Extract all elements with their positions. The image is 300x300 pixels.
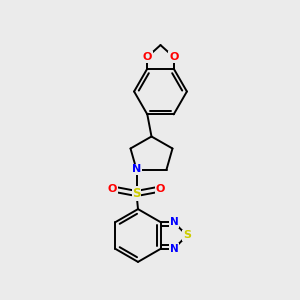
Text: S: S [132,187,141,200]
Text: O: O [156,184,165,194]
Text: O: O [169,52,178,62]
Text: O: O [142,52,152,62]
Text: S: S [132,187,141,200]
Text: O: O [108,184,117,194]
Text: S: S [183,230,191,241]
Text: N: N [132,164,141,175]
Text: N: N [169,244,178,254]
Text: N: N [169,217,178,227]
